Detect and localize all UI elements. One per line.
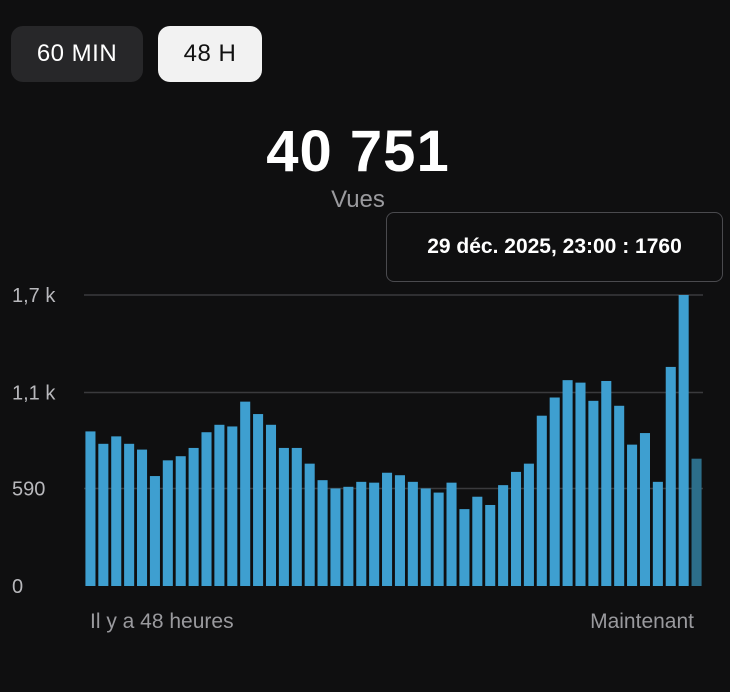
bar[interactable] [137,449,148,586]
range-toggle-48-h[interactable]: 48 H [158,26,262,82]
bar[interactable] [420,488,431,586]
bar[interactable] [382,472,393,586]
bar[interactable] [304,463,315,586]
bar[interactable] [175,456,186,586]
bar[interactable] [536,415,547,586]
tooltip-separator: : [616,235,636,258]
bar[interactable] [369,482,380,586]
bar[interactable] [330,488,341,586]
bar[interactable] [665,366,676,586]
bar[interactable] [510,471,522,586]
bar[interactable] [188,447,199,586]
y-tick-label: 0 [12,576,23,598]
bar[interactable] [201,432,212,586]
bar[interactable] [614,405,625,586]
bar[interactable] [240,401,251,586]
bar[interactable] [98,443,109,586]
bar[interactable] [214,424,225,586]
range-toggle-60-min[interactable]: 60 MIN [11,26,143,82]
bar[interactable] [562,380,573,586]
bar[interactable] [227,426,238,586]
bar[interactable] [356,481,367,586]
bar[interactable] [124,443,135,586]
x-start-label: Il y a 48 heures [90,610,234,633]
bar[interactable] [652,481,663,586]
bar[interactable] [85,431,96,586]
bar[interactable] [691,458,702,586]
bar[interactable] [162,460,173,586]
bar[interactable] [291,447,302,586]
bar[interactable] [111,436,122,586]
bar[interactable] [627,444,638,586]
bar[interactable] [407,481,418,586]
bar[interactable] [459,509,470,586]
total-views-label: Vues [331,186,385,213]
bar[interactable] [149,476,160,586]
bar[interactable] [394,475,405,586]
bar[interactable] [549,397,560,586]
tooltip-value: 1760 [635,235,682,258]
bar[interactable] [639,433,650,586]
y-tick-label: 1,7 k [12,285,56,307]
y-tick-label: 590 [12,478,45,500]
bar[interactable] [446,482,457,586]
bar-tooltip: 29 déc. 2025, 23:00 : 1760 [386,212,723,282]
bar[interactable] [678,295,689,586]
bar[interactable] [343,486,354,586]
bar[interactable] [588,400,599,586]
tooltip-date: 29 déc. 2025, 23:00 [427,235,617,258]
x-end-label: Maintenant [590,610,694,633]
views-bar-chart[interactable]: 0 590 1,1 k 1,7 k Il y a 48 heures Maintenant [0,280,730,640]
bar[interactable] [601,380,612,586]
y-tick-label: 1,1 k [12,383,56,405]
bar[interactable] [253,414,264,586]
bar[interactable] [265,424,277,586]
bar[interactable] [575,382,586,586]
bar[interactable] [472,496,483,586]
bar[interactable] [498,485,509,586]
bar[interactable] [523,463,534,586]
bar[interactable] [278,447,289,586]
bar[interactable] [433,492,444,586]
total-views-value: 40 751 [266,119,450,184]
bar[interactable] [317,480,328,586]
bar[interactable] [485,504,496,586]
